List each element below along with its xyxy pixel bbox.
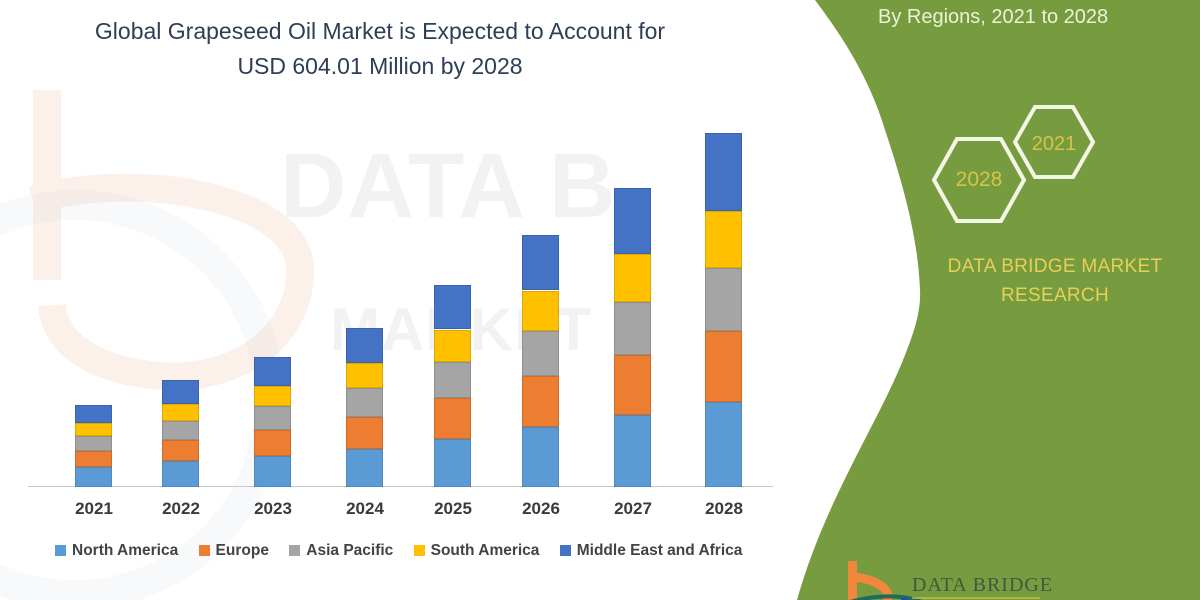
svg-text:DATA BRIDGE: DATA BRIDGE [912, 574, 1053, 596]
